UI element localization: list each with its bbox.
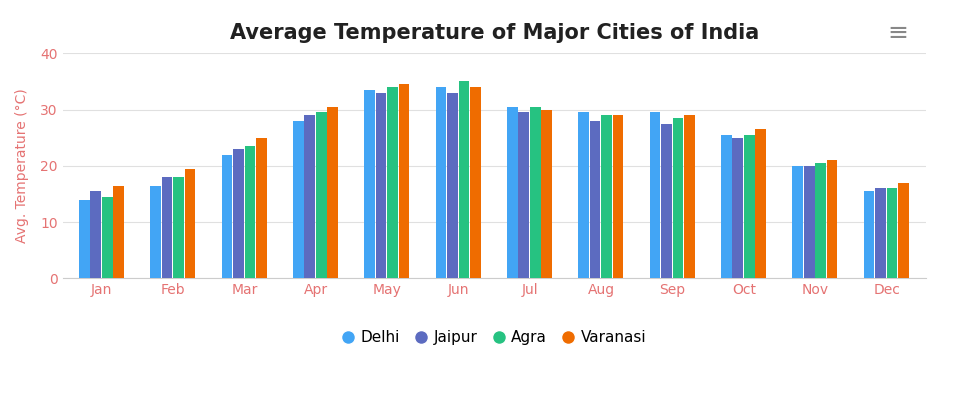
Bar [90, 191, 101, 278]
Bar [387, 87, 397, 278]
Bar [173, 177, 184, 278]
Bar [113, 186, 124, 278]
Bar [293, 121, 303, 278]
Bar [316, 112, 326, 278]
Bar [184, 168, 195, 278]
Bar [518, 112, 529, 278]
Bar [661, 124, 672, 278]
Bar [447, 93, 458, 278]
Bar [398, 84, 409, 278]
Bar [578, 112, 589, 278]
Bar [233, 149, 244, 278]
Bar [589, 121, 601, 278]
Bar [436, 87, 446, 278]
Bar [151, 186, 161, 278]
Bar [684, 115, 695, 278]
Bar [815, 163, 826, 278]
Bar [256, 138, 267, 278]
Bar [898, 183, 909, 278]
Bar [304, 115, 315, 278]
Bar [530, 106, 540, 278]
Bar [864, 191, 875, 278]
Bar [79, 200, 89, 278]
Bar [827, 160, 837, 278]
Bar [744, 135, 755, 278]
Y-axis label: Avg. Temperature (°C): Avg. Temperature (°C) [15, 89, 29, 243]
Bar [601, 115, 612, 278]
Bar [222, 155, 232, 278]
Bar [876, 188, 886, 278]
Bar [375, 93, 387, 278]
Bar [327, 106, 338, 278]
Bar [887, 188, 898, 278]
Legend: Delhi, Jaipur, Agra, Varanasi: Delhi, Jaipur, Agra, Varanasi [336, 324, 652, 352]
Bar [612, 115, 623, 278]
Bar [721, 135, 732, 278]
Bar [732, 138, 743, 278]
Bar [470, 87, 481, 278]
Bar [756, 129, 766, 278]
Bar [365, 90, 375, 278]
Bar [541, 109, 552, 278]
Bar [245, 146, 255, 278]
Bar [507, 106, 517, 278]
Bar [459, 82, 469, 278]
Title: Average Temperature of Major Cities of India: Average Temperature of Major Cities of I… [229, 23, 758, 43]
Bar [804, 166, 814, 278]
Bar [792, 166, 804, 278]
Bar [673, 118, 684, 278]
Bar [650, 112, 660, 278]
Bar [102, 197, 112, 278]
Bar [161, 177, 173, 278]
Text: ≡: ≡ [887, 21, 908, 45]
